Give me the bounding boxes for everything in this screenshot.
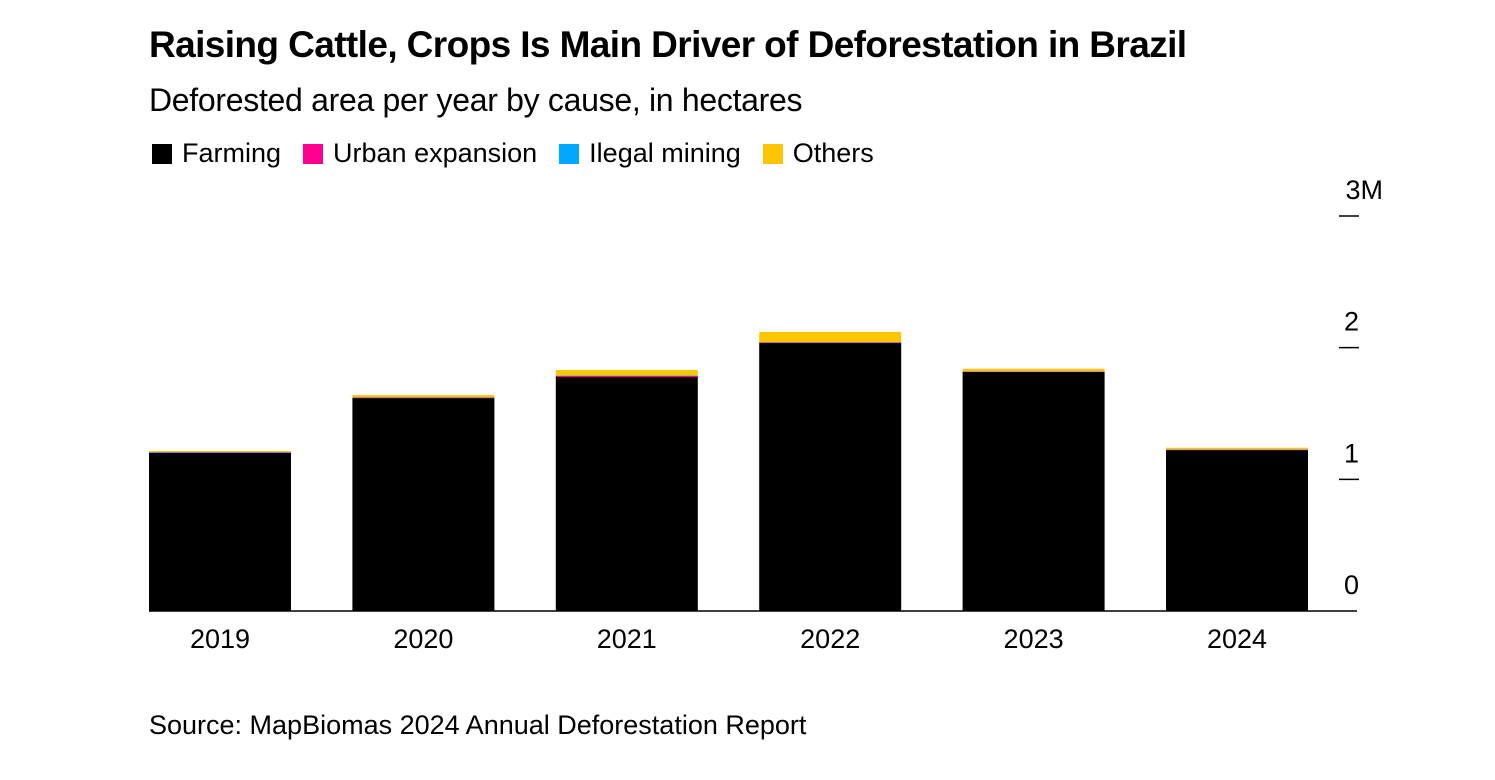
legend-label-ilegal-mining: Ilegal mining — [589, 138, 741, 168]
legend-label-urban-expansion: Urban expansion — [333, 138, 538, 168]
legend-swatch-others — [762, 143, 783, 164]
bar-2022-farming — [759, 343, 902, 611]
chart-subtitle: Deforested area per year by cause, in he… — [149, 82, 803, 118]
legend-swatch-farming — [152, 143, 172, 164]
x-tick-label: 2020 — [393, 624, 453, 654]
legend-item-ilegal-mining: Ilegal mining — [559, 138, 741, 169]
bar-2024-others — [1166, 447, 1308, 450]
bars-group — [149, 331, 1308, 611]
y-tick-label: 1 — [1344, 438, 1359, 468]
bar-2021-urban-expansion — [555, 375, 698, 378]
legend-swatch-ilegal-mining — [559, 143, 580, 164]
x-tick-label: 2024 — [1207, 624, 1267, 654]
bar-2022-urban-expansion — [759, 342, 902, 344]
legend-label-farming: Farming — [182, 138, 282, 168]
legend-item-others: Others — [762, 138, 874, 169]
bar-2019-farming — [149, 453, 291, 611]
x-tick-label: 2019 — [190, 624, 250, 654]
bar-2021-farming — [555, 377, 698, 611]
bar-2023-others — [962, 368, 1105, 372]
x-axis: 2019 2020 2021 2022 2023 2024 — [149, 610, 1357, 654]
chart-title: Raising Cattle, Crops Is Main Driver of … — [149, 24, 1187, 65]
legend-item-urban-expansion: Urban expansion — [303, 138, 537, 169]
bar-2019-ilegal-mining — [149, 452, 291, 453]
y-tick-label: 0 — [1344, 570, 1359, 600]
bar-2024-farming — [1166, 450, 1308, 611]
x-tick-label: 2021 — [597, 624, 657, 654]
bar-2021-others — [555, 370, 698, 376]
x-tick-label: 2023 — [1004, 624, 1064, 654]
legend-swatch-urban-expansion — [303, 143, 324, 164]
bar-2019-others — [149, 451, 291, 453]
source-note: Source: MapBiomas 2024 Annual Deforestat… — [149, 710, 807, 740]
legend-item-farming: Farming — [152, 138, 281, 169]
bar-2020-urban-expansion — [352, 397, 495, 399]
bar-2020-others — [352, 395, 495, 398]
y-tick-label: 3M — [1345, 175, 1383, 205]
legend-label-others: Others — [792, 138, 874, 168]
legend: Farming Urban expansion Ilegal mining Ot… — [152, 138, 896, 169]
y-tick-label: 2 — [1344, 307, 1359, 337]
bar-2020-farming — [352, 398, 495, 611]
bar-2022-others — [759, 331, 902, 343]
y-axis: 0 1 2 3M — [1339, 175, 1383, 600]
bar-2023-farming — [962, 372, 1105, 611]
x-tick-label: 2022 — [800, 624, 860, 654]
